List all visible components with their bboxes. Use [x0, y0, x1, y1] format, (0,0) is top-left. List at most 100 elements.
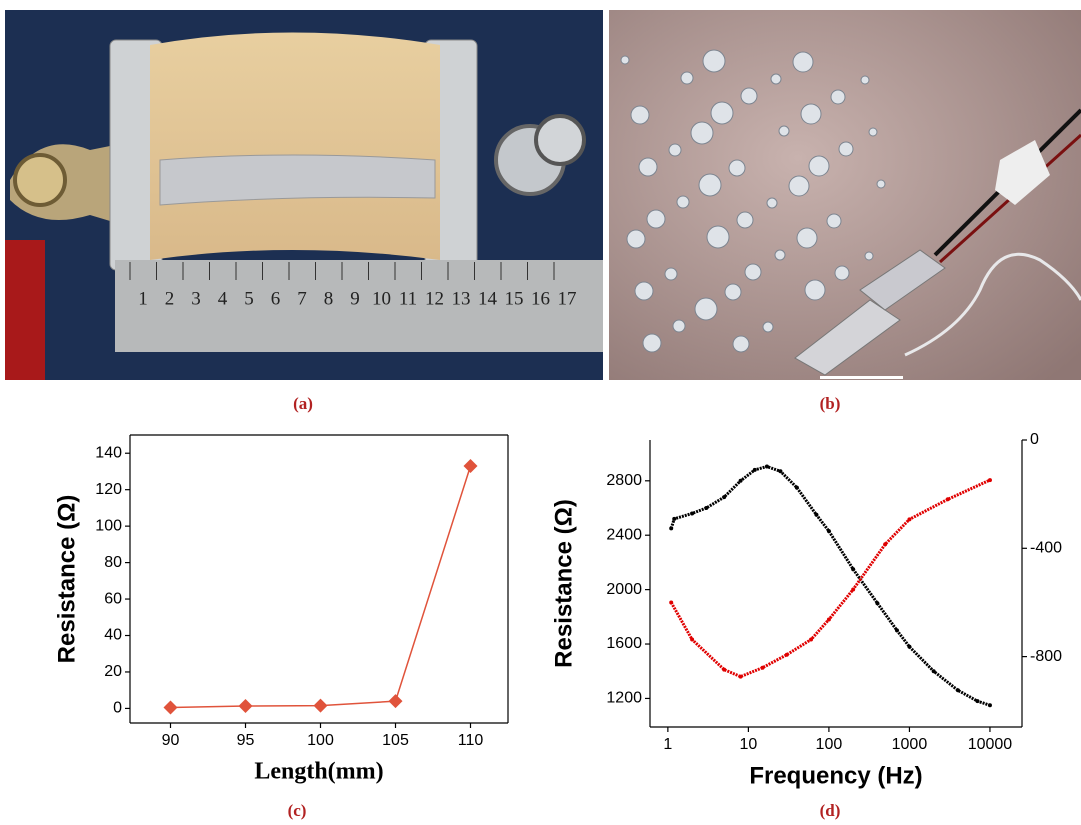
ruler-number: 3 [191, 288, 201, 309]
droplet [800, 103, 822, 125]
data-point [722, 667, 727, 672]
data-point [764, 464, 769, 469]
data-point [875, 601, 880, 606]
droplet [762, 321, 774, 333]
data-point [163, 700, 178, 715]
data-point [690, 637, 695, 642]
data-point [975, 699, 980, 704]
droplet [626, 229, 646, 249]
y-tick-label: 80 [104, 554, 122, 571]
y2-tick-label: -800 [1030, 648, 1062, 665]
droplet [804, 279, 826, 301]
y-axis-label: Resistance (Ω) [53, 495, 80, 664]
data-point [704, 506, 709, 511]
droplet [788, 175, 810, 197]
droplet [766, 197, 778, 209]
x-axis-label: Length(mm) [254, 759, 383, 785]
data-point [778, 469, 783, 474]
data-point [955, 688, 960, 693]
data-point [794, 485, 799, 490]
ruler-number: 4 [218, 288, 228, 309]
panel-label: (a) [293, 394, 313, 413]
data-point [672, 516, 677, 521]
data-point [722, 495, 727, 500]
droplet [702, 49, 726, 73]
droplet [706, 225, 730, 249]
data-point [388, 694, 403, 709]
ruler-number: 2 [165, 288, 175, 309]
data-point [851, 587, 856, 592]
ruler-number: 13 [452, 288, 471, 309]
droplet [646, 209, 666, 229]
y2-tick-label: 0 [1030, 431, 1039, 448]
y-tick-label: 2800 [606, 472, 642, 489]
photo-a: 1 2 3 4 5 6 7 8 9 10 11 12 13 14 15 16 17 [5, 10, 603, 380]
droplet [732, 335, 750, 353]
droplet [774, 249, 786, 261]
y-tick-label: 120 [95, 481, 122, 498]
y-tick-label: 2400 [606, 526, 642, 543]
droplet [740, 87, 758, 105]
x-tick-label: 10 [739, 736, 757, 753]
droplet [808, 155, 830, 177]
droplet [664, 267, 678, 281]
x-tick-label: 10000 [968, 736, 1013, 753]
ruler-number: 9 [350, 288, 360, 309]
ruler-number: 5 [244, 288, 254, 309]
droplet [620, 55, 630, 65]
droplet [792, 51, 814, 73]
droplet [826, 213, 842, 229]
data-trace [669, 464, 991, 707]
droplet [728, 159, 746, 177]
data-point [894, 628, 899, 633]
y-tick-label: 2000 [606, 581, 642, 598]
droplet [770, 73, 782, 85]
data-point [752, 467, 757, 472]
data-point [760, 665, 765, 670]
data-line [170, 465, 472, 709]
droplet [672, 319, 686, 333]
droplet [710, 101, 734, 125]
data-point [784, 652, 789, 657]
x-axis-label: Frequency (Hz) [749, 762, 922, 789]
ruler-number: 1 [138, 288, 148, 309]
x-tick-label: 100 [307, 732, 334, 749]
y-tick-label: 20 [104, 663, 122, 680]
droplet [868, 127, 878, 137]
droplet [778, 125, 790, 137]
ruler-number: 14 [478, 288, 498, 309]
droplet [724, 283, 742, 301]
y-tick-label: 40 [104, 627, 122, 644]
droplet [736, 211, 754, 229]
data-point [814, 512, 819, 517]
ruler-number: 12 [425, 288, 444, 309]
droplet [676, 195, 690, 209]
data-point [313, 698, 328, 713]
photo-b [609, 10, 1081, 380]
data-point [826, 617, 831, 622]
droplet [876, 179, 886, 189]
data-point [907, 517, 912, 522]
data-point [669, 526, 674, 531]
droplet [694, 297, 718, 321]
droplet [796, 227, 818, 249]
ruler-number: 11 [399, 288, 417, 309]
y-tick-label: 100 [95, 517, 122, 534]
y-axis-label: Resistance (Ω) [550, 499, 577, 668]
droplet [638, 157, 658, 177]
x-tick-label: 90 [162, 732, 180, 749]
ruler-number: 8 [324, 288, 334, 309]
y-tick-label: 1200 [606, 690, 642, 707]
data-point [463, 458, 478, 473]
panel-label: (b) [820, 394, 841, 413]
x-tick-label: 105 [382, 732, 409, 749]
x-tick-label: 110 [458, 732, 484, 749]
droplet [834, 265, 850, 281]
y-tick-label: 1600 [606, 635, 642, 652]
panel-label: (c) [288, 801, 307, 820]
data-point [690, 511, 695, 516]
droplet [830, 89, 846, 105]
droplet [680, 71, 694, 85]
